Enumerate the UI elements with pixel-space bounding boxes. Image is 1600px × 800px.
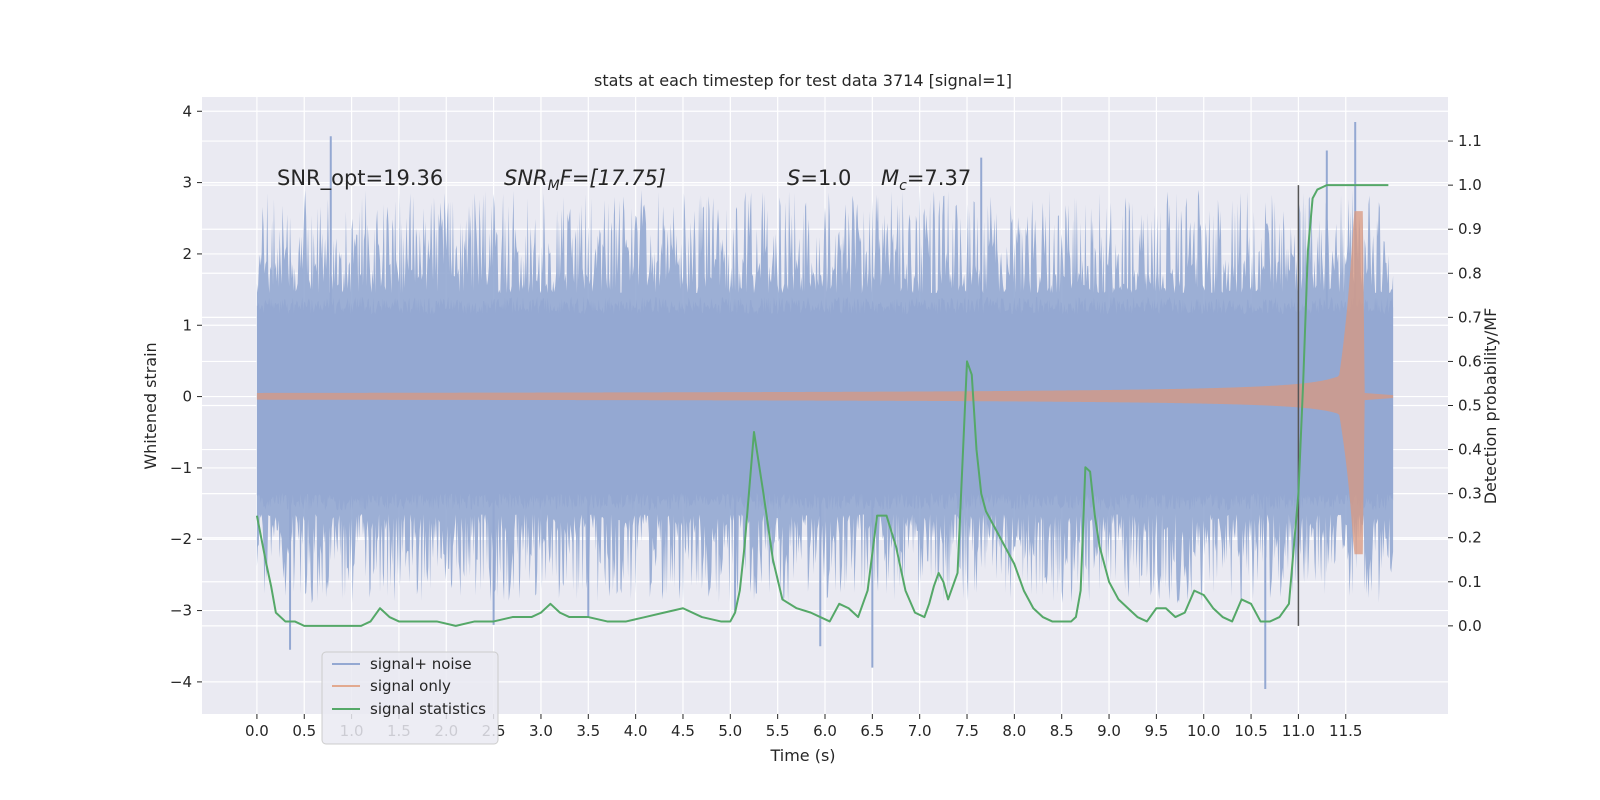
signal-statistics-series [255, 184, 1389, 627]
x-tick-label: 9.5 [1144, 722, 1168, 740]
y2-tick-label: 0.4 [1458, 441, 1482, 459]
annotation-mc-sym: M [881, 166, 899, 190]
x-tick-label: 3.0 [529, 722, 553, 740]
annotation-snr-opt: SNR_opt=19.36 [277, 166, 443, 191]
x-tick-label: 8.0 [1002, 722, 1026, 740]
legend-label-stats: signal statistics [370, 700, 486, 718]
annotation-snr-mf-sym: SNR [504, 166, 548, 190]
y2-axis-ticks: 1.1 1.0 0.9 0.8 0.7 0.6 0.5 0.4 0.3 0.2 0.1 0.0 [1448, 132, 1482, 635]
y2-tick-label: 1.0 [1458, 176, 1482, 194]
y-axis-title: Whitened strain [141, 342, 160, 469]
y2-tick-label: 0.2 [1458, 529, 1482, 547]
y-tick-label: 1 [182, 316, 192, 334]
y-tick-label: −1 [170, 459, 192, 477]
signal-noise-band [256, 296, 1394, 511]
x-tick-label: 4.5 [671, 722, 695, 740]
y2-tick-label: 0.6 [1458, 352, 1482, 370]
x-tick-label: 10.5 [1234, 722, 1267, 740]
x-tick-label: 3.5 [576, 722, 600, 740]
annotation-mc-sub: c [899, 178, 907, 194]
legend-label-signal: signal only [370, 677, 451, 695]
y2-tick-label: 1.1 [1458, 132, 1482, 150]
x-tick-label: 9.0 [1097, 722, 1121, 740]
annotation-s-sym: S [787, 166, 800, 190]
y-tick-label: −3 [170, 602, 192, 620]
annotation-mc-value: =7.37 [907, 166, 971, 190]
x-tick-label: 11.5 [1329, 722, 1362, 740]
x-tick-label: 5.0 [718, 722, 742, 740]
annotation-s: S=1.0 [787, 166, 851, 190]
y2-tick-label: 0.0 [1458, 617, 1482, 635]
y-tick-label: −2 [170, 530, 192, 548]
annotation-snr-mf-sub: M [548, 178, 560, 194]
y-tick-label: −4 [170, 673, 192, 691]
x-tick-label: 5.5 [766, 722, 790, 740]
y2-tick-label: 0.7 [1458, 308, 1482, 326]
x-tick-label: 6.0 [813, 722, 837, 740]
y2-tick-label: 0.8 [1458, 264, 1482, 282]
signal-noise-spikes [289, 121, 1357, 690]
annotation-snr-mf: SNRMF=[17.75] [504, 166, 666, 194]
x-tick-label: 8.5 [1050, 722, 1074, 740]
x-tick-label: 0.0 [245, 722, 269, 740]
y-axis-ticks: 4 3 2 1 0 −1 −2 −3 −4 [170, 102, 202, 691]
x-tick-label: 0.5 [292, 722, 316, 740]
annotation-mc: Mc=7.37 [881, 166, 971, 194]
y-tick-label: 2 [182, 245, 192, 263]
legend: signal+ noise signal only signal statist… [321, 651, 499, 745]
y2-tick-label: 0.9 [1458, 220, 1482, 238]
x-tick-label: 4.0 [624, 722, 648, 740]
y-tick-label: 3 [182, 174, 192, 192]
y2-tick-label: 0.5 [1458, 397, 1482, 415]
x-tick-label: 6.5 [860, 722, 884, 740]
x-tick-label: 7.5 [955, 722, 979, 740]
legend-box [321, 651, 499, 745]
y-tick-label: 4 [182, 102, 192, 120]
annotation-snr-mf-f: F=[17.75] [560, 166, 666, 190]
y2-tick-label: 0.3 [1458, 485, 1482, 503]
x-tick-label: 11.0 [1282, 722, 1315, 740]
annotations: SNR_opt=19.36 SNRMF=[17.75] S=1.0 Mc=7.3… [277, 166, 971, 194]
annotation-s-value: =1.0 [800, 166, 851, 190]
x-tick-label: 7.0 [908, 722, 932, 740]
y2-axis-title: Detection probability/MF [1481, 308, 1500, 505]
x-axis-title: Time (s) [769, 746, 835, 765]
x-tick-label: 10.0 [1187, 722, 1220, 740]
y2-tick-label: 0.1 [1458, 573, 1482, 591]
y-tick-label: 0 [182, 388, 192, 406]
chart-title: stats at each timestep for test data 371… [594, 71, 1012, 90]
legend-label-noise: signal+ noise [370, 655, 472, 673]
